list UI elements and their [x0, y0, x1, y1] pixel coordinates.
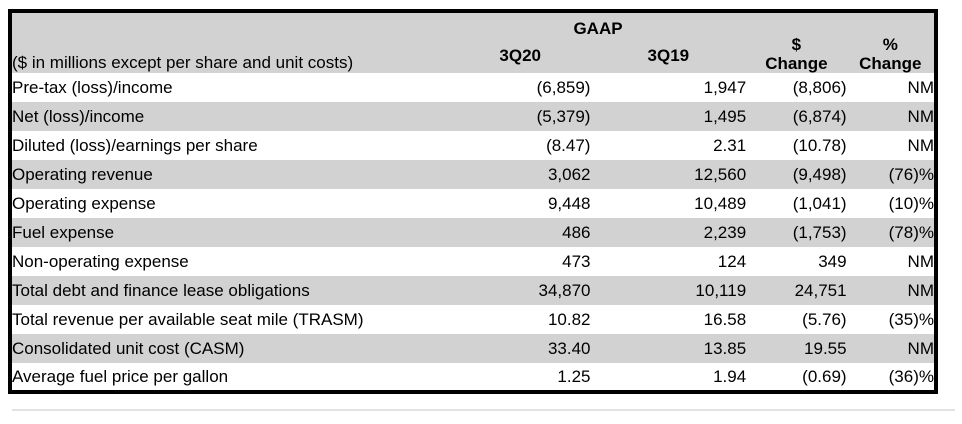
cell-3q19: 12,560 [590, 160, 747, 189]
cell-dollar-change: 24,751 [746, 276, 847, 305]
table-row: Operating expense 9,448 10,489 (1,041) (… [10, 189, 936, 218]
cell-3q19: 10,489 [590, 189, 747, 218]
table-row: Operating revenue 3,062 12,560 (9,498) (… [10, 160, 936, 189]
column-header-pct-change: % Change [846, 11, 936, 73]
cell-pct-change: NM [846, 247, 936, 276]
column-header-3q19: 3Q19 [590, 39, 747, 73]
cell-pct-change: (76)% [846, 160, 936, 189]
cell-3q20: 1.25 [449, 363, 591, 392]
row-label: Net (loss)/income [10, 102, 450, 131]
row-label: Operating expense [10, 189, 450, 218]
cell-dollar-change: (1,753) [746, 218, 847, 247]
cell-3q20: 486 [449, 218, 591, 247]
row-label: Average fuel price per gallon [10, 363, 450, 392]
table-header: ($ in millions except per share and unit… [10, 11, 936, 73]
cell-pct-change: (35)% [846, 305, 936, 334]
cell-3q20: (5,379) [449, 102, 591, 131]
cell-dollar-change: (1,041) [746, 189, 847, 218]
cell-3q19: 13.85 [590, 334, 747, 363]
cell-dollar-change: 19.55 [746, 334, 847, 363]
row-label: Fuel expense [10, 218, 450, 247]
column-header-dollar-change: $ Change [746, 11, 847, 73]
table-body: Pre-tax (loss)/income (6,859) 1,947 (8,8… [10, 73, 936, 392]
table-row: Non-operating expense 473 124 349 NM [10, 247, 936, 276]
table-row: Net (loss)/income (5,379) 1,495 (6,874) … [10, 102, 936, 131]
cell-pct-change: NM [846, 334, 936, 363]
cell-pct-change: (78)% [846, 218, 936, 247]
cell-dollar-change: (0.69) [746, 363, 847, 392]
cell-3q20: 34,870 [449, 276, 591, 305]
cell-3q19: 1,947 [590, 73, 747, 102]
table-row: Pre-tax (loss)/income (6,859) 1,947 (8,8… [10, 73, 936, 102]
dollar-change-symbol: $ [791, 34, 802, 54]
pct-change-symbol: % [882, 34, 898, 54]
cell-3q19: 1.94 [590, 363, 747, 392]
unit-note: ($ in millions except per share and unit… [10, 11, 450, 73]
dollar-change-label: Change [765, 53, 828, 73]
cell-dollar-change: (5.76) [746, 305, 847, 334]
table-row: Total debt and finance lease obligations… [10, 276, 936, 305]
cell-3q19: 2,239 [590, 218, 747, 247]
cell-3q20: (6,859) [449, 73, 591, 102]
cell-dollar-change: (9,498) [746, 160, 847, 189]
row-label: Operating revenue [10, 160, 450, 189]
header-row-group: ($ in millions except per share and unit… [10, 11, 936, 73]
cell-pct-change: NM [846, 102, 936, 131]
cell-3q20: (8.47) [449, 131, 591, 160]
column-header-3q20: 3Q20 [449, 39, 591, 73]
cell-pct-change: NM [846, 276, 936, 305]
cell-dollar-change: (6,874) [746, 102, 847, 131]
table-row: Consolidated unit cost (CASM) 33.40 13.8… [10, 334, 936, 363]
cell-3q19: 10,119 [590, 276, 747, 305]
cell-dollar-change: (8,806) [746, 73, 847, 102]
cell-dollar-change: (10.78) [746, 131, 847, 160]
cell-3q19: 124 [590, 247, 747, 276]
row-label: Pre-tax (loss)/income [10, 73, 450, 102]
pct-change-label: Change [859, 53, 922, 73]
cell-3q20: 33.40 [449, 334, 591, 363]
row-label: Diluted (loss)/earnings per share [10, 131, 450, 160]
row-label: Total revenue per available seat mile (T… [10, 305, 450, 334]
cell-3q19: 2.31 [590, 131, 747, 160]
cell-3q20: 10.82 [449, 305, 591, 334]
cell-3q19: 16.58 [590, 305, 747, 334]
cell-3q19: 1,495 [590, 102, 747, 131]
table-row: Fuel expense 486 2,239 (1,753) (78)% [10, 218, 936, 247]
cell-pct-change: (10)% [846, 189, 936, 218]
row-label: Consolidated unit cost (CASM) [10, 334, 450, 363]
cell-3q20: 473 [449, 247, 591, 276]
table-row: Total revenue per available seat mile (T… [10, 305, 936, 334]
cell-pct-change: NM [846, 131, 936, 160]
cell-3q20: 9,448 [449, 189, 591, 218]
row-label: Non-operating expense [10, 247, 450, 276]
cell-3q20: 3,062 [449, 160, 591, 189]
column-group-gaap: GAAP [449, 11, 747, 39]
cell-pct-change: NM [846, 73, 936, 102]
cell-dollar-change: 349 [746, 247, 847, 276]
table-row: Average fuel price per gallon 1.25 1.94 … [10, 363, 936, 392]
financial-results-table: ($ in millions except per share and unit… [8, 9, 938, 394]
header-row-periods: 3Q20 3Q19 [10, 39, 936, 73]
table-shadow-line [12, 409, 955, 411]
table-row: Diluted (loss)/earnings per share (8.47)… [10, 131, 936, 160]
row-label: Total debt and finance lease obligations [10, 276, 450, 305]
cell-pct-change: (36)% [846, 363, 936, 392]
